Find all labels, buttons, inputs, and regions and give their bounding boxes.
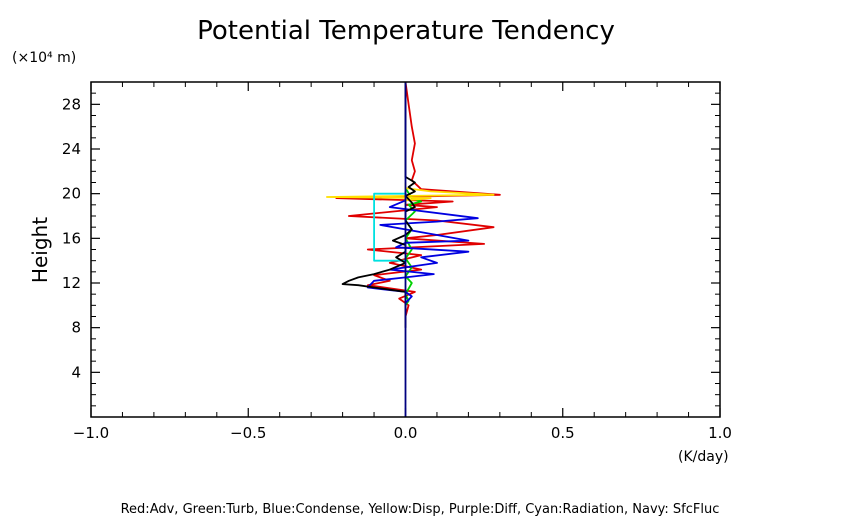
x-tick-label: 0.0 xyxy=(394,424,418,442)
series-line-green-turb xyxy=(404,187,423,306)
axis-tick-labels: −1.0 −0.5 0.0 0.5 1.0 4 8 12 16 20 24 28 xyxy=(62,95,732,442)
legend-text: Red:Adv, Green:Turb, Blue:Condense, Yell… xyxy=(121,502,720,517)
series-line-blue-condense xyxy=(366,191,479,304)
series-layer xyxy=(325,81,501,328)
x-tick-label: 0.5 xyxy=(551,424,575,442)
chart-title: Potential Temperature Tendency xyxy=(197,16,615,46)
x-axis-unit: (K/day) xyxy=(678,449,729,465)
y-tick-label: 20 xyxy=(62,185,81,203)
series-line-black xyxy=(341,82,416,328)
y-tick-label: 28 xyxy=(62,95,81,113)
series-line-red-adv xyxy=(335,81,501,328)
x-tick-label: 1.0 xyxy=(708,424,732,442)
y-tick-label: 12 xyxy=(62,274,81,292)
y-axis-label: Height xyxy=(28,217,52,283)
x-tick-label: −0.5 xyxy=(230,424,266,442)
series-line-cyan-radiation xyxy=(373,192,406,262)
y-tick-label: 16 xyxy=(62,229,81,247)
y-axis-unit: (×10⁴ m) xyxy=(12,50,76,66)
x-tick-label: −1.0 xyxy=(73,424,109,442)
y-tick-label: 8 xyxy=(71,319,81,337)
y-tick-label: 4 xyxy=(71,363,81,381)
y-tick-label: 24 xyxy=(62,140,81,158)
plot-frame xyxy=(90,81,721,418)
